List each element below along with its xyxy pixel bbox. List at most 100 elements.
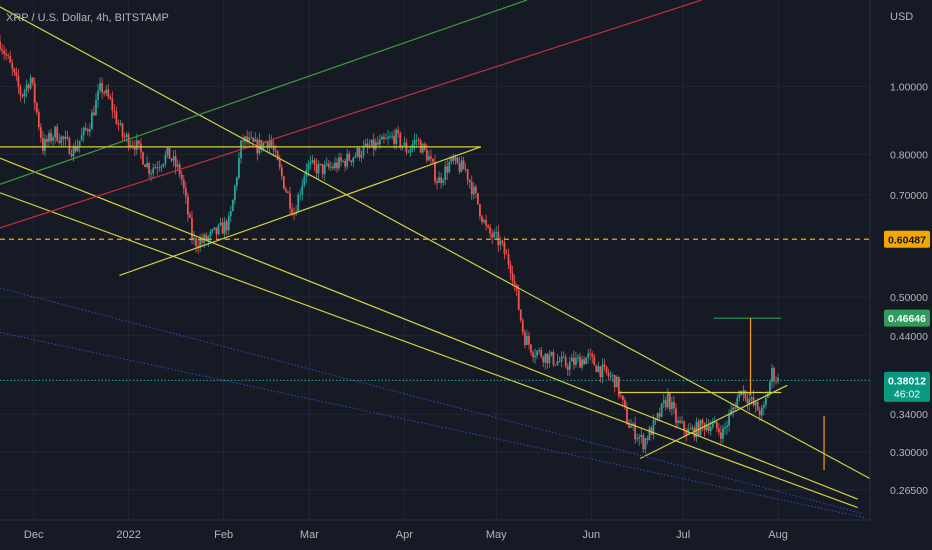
candle-body bbox=[519, 309, 522, 321]
candle-body bbox=[579, 356, 581, 368]
candle-body bbox=[144, 164, 146, 168]
candle-body bbox=[425, 149, 428, 161]
candle-body bbox=[701, 420, 704, 424]
candle-body bbox=[715, 421, 718, 429]
candle-body bbox=[487, 225, 489, 228]
candle-body bbox=[762, 405, 765, 408]
candle-body bbox=[374, 142, 377, 150]
candle-body bbox=[450, 156, 453, 162]
candle-body bbox=[217, 224, 220, 235]
candle-body bbox=[172, 156, 175, 161]
candle-body bbox=[668, 393, 671, 410]
candle-body bbox=[280, 167, 283, 177]
candle-body bbox=[591, 354, 594, 357]
candle-body bbox=[415, 140, 418, 141]
candle-body bbox=[646, 438, 649, 440]
trend-line bbox=[0, 0, 702, 229]
price-tick-label: 1.00000 bbox=[890, 82, 928, 94]
candle-body bbox=[319, 163, 322, 165]
candle-body bbox=[221, 222, 224, 234]
candle-body bbox=[489, 227, 492, 234]
candle-body bbox=[764, 397, 767, 406]
time-tick-labels: Dec 2022 Feb Mar Apr May Jun Jul Aug bbox=[24, 529, 788, 541]
candle-body bbox=[27, 84, 30, 89]
candle-body bbox=[274, 150, 277, 152]
candle-body bbox=[360, 155, 363, 158]
candle-body bbox=[391, 135, 394, 137]
price-axis[interactable] bbox=[869, 0, 932, 520]
candle-body bbox=[103, 92, 106, 94]
candle-body bbox=[5, 53, 8, 56]
candle-body bbox=[158, 167, 161, 169]
candle-body bbox=[656, 413, 659, 419]
time-axis[interactable] bbox=[0, 519, 932, 550]
candle-body bbox=[621, 395, 624, 401]
candle-body bbox=[356, 148, 359, 156]
candle-body bbox=[150, 173, 153, 174]
candle-body bbox=[693, 427, 696, 438]
candle-body bbox=[526, 336, 528, 345]
candle-body bbox=[754, 402, 757, 406]
candle-body bbox=[685, 430, 688, 435]
candle-body bbox=[97, 90, 99, 100]
candle-body bbox=[72, 146, 75, 157]
candle-body bbox=[309, 162, 312, 164]
target-price-value: 0.46646 bbox=[888, 313, 926, 325]
candle-body bbox=[76, 145, 79, 152]
candle-body bbox=[442, 180, 445, 184]
candle-body bbox=[462, 160, 465, 170]
price-tick-label: 0.34000 bbox=[890, 409, 928, 421]
candle-body bbox=[182, 179, 185, 189]
candlestick-series bbox=[0, 34, 779, 454]
candle-body bbox=[540, 349, 543, 357]
candle-body bbox=[722, 428, 724, 439]
candle-body bbox=[699, 420, 702, 436]
candle-body bbox=[170, 158, 173, 161]
candle-body bbox=[233, 186, 236, 201]
candle-body bbox=[0, 41, 1, 50]
candle-body bbox=[80, 135, 83, 141]
candle-body bbox=[123, 136, 126, 138]
candle-body bbox=[95, 99, 97, 116]
candle-body bbox=[113, 110, 116, 112]
candle-body bbox=[399, 133, 402, 147]
candle-body bbox=[389, 136, 391, 138]
candle-body bbox=[315, 164, 318, 174]
candle-body bbox=[91, 112, 93, 130]
candle-body bbox=[329, 166, 332, 168]
drawing-lines bbox=[0, 0, 871, 518]
trend-line bbox=[0, 157, 858, 500]
candle-body bbox=[679, 420, 681, 423]
candle-body bbox=[464, 169, 467, 171]
candle-body bbox=[376, 142, 379, 145]
candle-body bbox=[660, 403, 663, 417]
candle-body bbox=[58, 140, 61, 143]
candle-body bbox=[695, 421, 698, 438]
candle-body bbox=[617, 376, 620, 396]
candle-body bbox=[636, 438, 639, 440]
candle-body bbox=[184, 188, 187, 197]
candle-body bbox=[403, 142, 406, 146]
trend-line bbox=[119, 146, 482, 276]
candle-body bbox=[160, 166, 163, 168]
candle-body bbox=[446, 166, 449, 173]
candle-body bbox=[472, 186, 475, 195]
candle-body bbox=[689, 428, 692, 430]
candle-body bbox=[366, 143, 369, 147]
candle-body bbox=[638, 436, 641, 439]
candle-body bbox=[244, 136, 246, 142]
candle-body bbox=[282, 176, 285, 190]
candle-body bbox=[581, 359, 583, 368]
candle-body bbox=[550, 352, 553, 356]
time-tick-label: 2022 bbox=[116, 529, 140, 541]
candle-body bbox=[82, 127, 85, 136]
symbol-title[interactable]: XRP / U.S. Dollar, 4h, BITSTAMP bbox=[6, 12, 169, 24]
candle-body bbox=[223, 221, 226, 234]
candle-body bbox=[287, 191, 289, 194]
candle-body bbox=[575, 358, 577, 365]
candle-body bbox=[750, 397, 753, 400]
candle-body bbox=[152, 168, 155, 174]
candle-body bbox=[21, 95, 24, 97]
candle-body bbox=[413, 140, 416, 145]
